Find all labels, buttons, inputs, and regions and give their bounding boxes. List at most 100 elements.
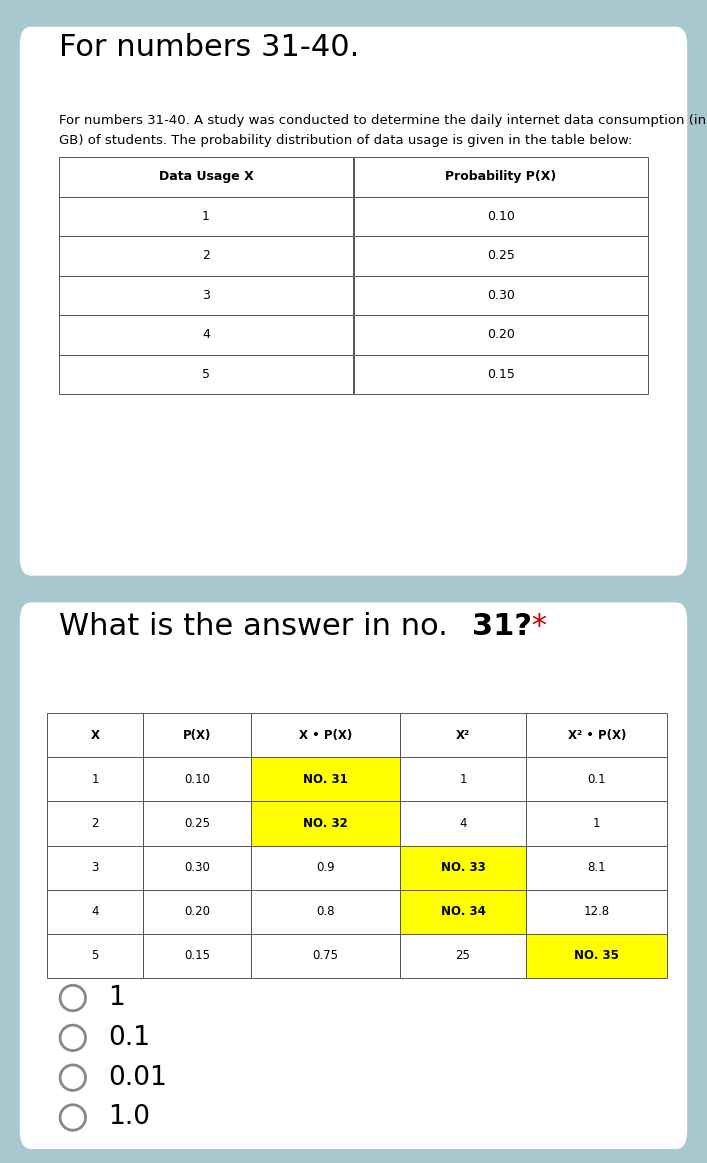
Text: 0.25: 0.25 <box>487 249 515 263</box>
Bar <box>526 934 667 978</box>
Text: 0.10: 0.10 <box>487 209 515 223</box>
Bar <box>251 801 399 846</box>
Bar <box>354 236 648 276</box>
Text: 1.0: 1.0 <box>108 1105 150 1130</box>
Text: 0.20: 0.20 <box>185 905 210 919</box>
Ellipse shape <box>60 1025 86 1050</box>
Bar <box>47 713 144 757</box>
Bar <box>251 846 399 890</box>
Text: 0.8: 0.8 <box>316 905 334 919</box>
Bar <box>47 934 144 978</box>
Bar <box>47 890 144 934</box>
Bar <box>47 846 144 890</box>
Text: NO. 31: NO. 31 <box>303 772 348 786</box>
Text: 5: 5 <box>202 368 210 381</box>
Bar <box>59 315 353 355</box>
Text: 0.10: 0.10 <box>185 772 210 786</box>
Text: 0.01: 0.01 <box>108 1064 167 1091</box>
Ellipse shape <box>60 1105 86 1130</box>
Bar <box>399 801 526 846</box>
Text: 0.15: 0.15 <box>487 368 515 381</box>
Bar <box>526 801 667 846</box>
Bar <box>47 801 144 846</box>
Ellipse shape <box>60 985 86 1011</box>
Text: Probability P(X): Probability P(X) <box>445 170 556 184</box>
Bar <box>354 197 648 236</box>
Text: 1: 1 <box>460 772 467 786</box>
Text: 0.20: 0.20 <box>487 328 515 342</box>
Bar <box>526 713 667 757</box>
Bar <box>399 934 526 978</box>
Bar <box>59 236 353 276</box>
Text: 1: 1 <box>91 772 99 786</box>
Bar <box>399 757 526 801</box>
Text: 1: 1 <box>593 816 600 830</box>
Text: 0.75: 0.75 <box>312 949 339 963</box>
Bar <box>251 890 399 934</box>
Bar <box>354 315 648 355</box>
Text: NO. 34: NO. 34 <box>440 905 486 919</box>
Text: NO. 33: NO. 33 <box>440 861 485 875</box>
Text: GB) of students. The probability distribution of data usage is given in the tabl: GB) of students. The probability distrib… <box>59 134 632 147</box>
Bar <box>59 157 353 197</box>
Bar <box>59 197 353 236</box>
Bar <box>59 276 353 315</box>
Text: 25: 25 <box>455 949 470 963</box>
Text: 31?: 31? <box>472 612 532 641</box>
Bar <box>144 846 251 890</box>
Bar <box>526 757 667 801</box>
Bar <box>251 757 399 801</box>
Text: 0.30: 0.30 <box>185 861 210 875</box>
Bar <box>399 846 526 890</box>
Text: X²: X² <box>456 728 470 742</box>
Bar <box>354 355 648 394</box>
Text: NO. 32: NO. 32 <box>303 816 348 830</box>
Text: NO. 35: NO. 35 <box>574 949 619 963</box>
FancyBboxPatch shape <box>20 27 687 576</box>
Text: X² • P(X): X² • P(X) <box>568 728 626 742</box>
Text: Data Usage X: Data Usage X <box>158 170 254 184</box>
Text: 1: 1 <box>202 209 210 223</box>
Text: 3: 3 <box>91 861 99 875</box>
Text: For numbers 31-40. A study was conducted to determine the daily internet data co: For numbers 31-40. A study was conducted… <box>59 114 706 127</box>
Text: 4: 4 <box>202 328 210 342</box>
Text: 2: 2 <box>202 249 210 263</box>
Bar <box>59 355 353 394</box>
Text: 12.8: 12.8 <box>584 905 610 919</box>
Text: What is the answer in no.: What is the answer in no. <box>59 612 457 641</box>
Text: 1: 1 <box>108 985 125 1011</box>
Text: 0.1: 0.1 <box>108 1025 150 1051</box>
Bar <box>526 890 667 934</box>
Text: 3: 3 <box>202 288 210 302</box>
Bar <box>144 890 251 934</box>
Bar <box>399 890 526 934</box>
Text: 0.15: 0.15 <box>185 949 210 963</box>
Text: 4: 4 <box>91 905 99 919</box>
Text: X • P(X): X • P(X) <box>299 728 352 742</box>
Bar <box>526 846 667 890</box>
FancyBboxPatch shape <box>20 602 687 1149</box>
Text: 5: 5 <box>91 949 99 963</box>
Bar <box>399 713 526 757</box>
Text: *: * <box>522 612 547 641</box>
Text: P(X): P(X) <box>183 728 211 742</box>
Text: 4: 4 <box>460 816 467 830</box>
Bar <box>47 757 144 801</box>
Text: For numbers 31-40.: For numbers 31-40. <box>59 33 359 62</box>
Bar <box>144 713 251 757</box>
Text: 0.9: 0.9 <box>316 861 334 875</box>
Text: 8.1: 8.1 <box>588 861 606 875</box>
Ellipse shape <box>60 1065 86 1091</box>
Text: 0.1: 0.1 <box>588 772 606 786</box>
Bar <box>354 157 648 197</box>
Bar <box>144 757 251 801</box>
Text: 2: 2 <box>91 816 99 830</box>
Text: X: X <box>90 728 100 742</box>
Bar <box>251 934 399 978</box>
Bar <box>354 276 648 315</box>
Bar <box>144 801 251 846</box>
Bar <box>144 934 251 978</box>
Text: 0.25: 0.25 <box>185 816 210 830</box>
Bar <box>251 713 399 757</box>
Text: 0.30: 0.30 <box>487 288 515 302</box>
